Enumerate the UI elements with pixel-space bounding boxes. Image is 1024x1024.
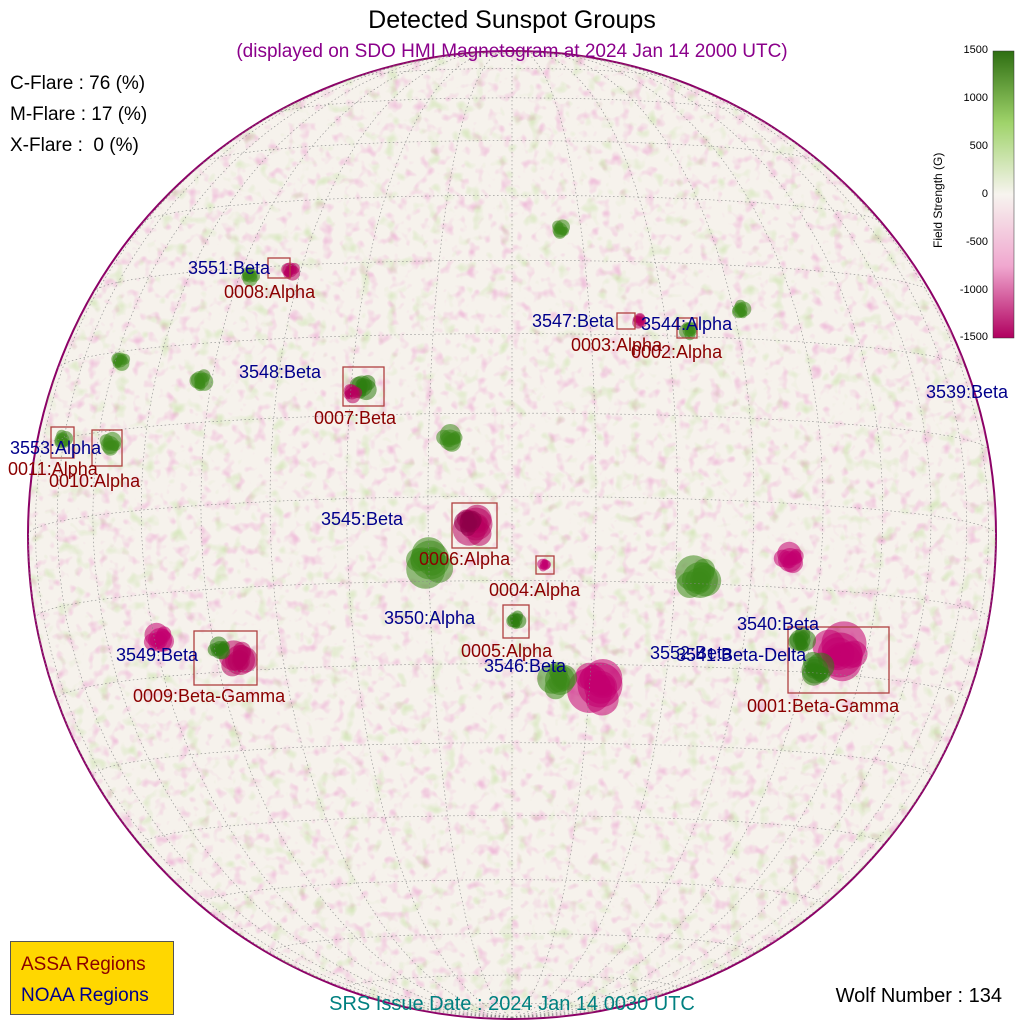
colorbar-tick: -1000: [959, 284, 988, 296]
region-boxes: [50, 257, 890, 694]
noaa-region-label: 3540:Beta: [737, 614, 820, 634]
srs-issue-date: SRS Issue Date : 2024 Jan 14 0030 UTC: [329, 993, 695, 1015]
active-region-blobs: [54, 219, 868, 716]
noaa-region-label: 3551:Beta: [188, 258, 271, 278]
assa-region-label: 0004:Alpha: [489, 580, 581, 600]
assa-region-label: 0006:Alpha: [419, 549, 511, 569]
page-title: Detected Sunspot Groups: [368, 6, 656, 34]
colorbar-tick: 1000: [963, 92, 988, 104]
noaa-region-label: 3553:Alpha: [10, 438, 102, 458]
assa-region-label: 0008:Alpha: [224, 282, 316, 302]
noaa-region-label: 3552:Beta: [650, 643, 733, 663]
noaa-region-label: 3541:Beta-Delta: [676, 645, 807, 665]
legend-noaa: NOAA Regions: [21, 985, 149, 1006]
assa-region-label: 0009:Beta-Gamma: [133, 686, 286, 706]
colorbar-tick: -1500: [959, 331, 988, 343]
m-flare-probability: M-Flare : 17 (%): [10, 104, 148, 125]
noaa-region-label: 3544:Alpha: [641, 314, 733, 334]
c-flare-probability: C-Flare : 76 (%): [10, 73, 146, 94]
noaa-region-label: 3545:Beta: [321, 509, 404, 529]
assa-region-label: 0011:Alpha: [8, 459, 98, 479]
x-flare-probability: X-Flare : 0 (%): [10, 135, 139, 156]
noaa-region-label: 3548:Beta: [239, 362, 322, 382]
noaa-region-label: 3539:Beta: [926, 382, 1009, 402]
assa-region-label: 0001:Beta-Gamma: [747, 696, 900, 716]
assa-region-label: 0010:Alpha: [49, 471, 141, 491]
assa-region-label: 0007:Beta: [314, 408, 397, 428]
colorbar-tick: 1500: [963, 44, 988, 56]
colorbar: [992, 50, 1015, 339]
magnetic-field-texture: [28, 51, 996, 1019]
page-subtitle: (displayed on SDO HMI Magnetogram at 202…: [236, 41, 788, 62]
legend-assa: ASSA Regions: [21, 954, 146, 975]
assa-region-label: 0002:Alpha: [631, 342, 723, 362]
region-legend: ASSA Regions NOAA Regions: [10, 941, 174, 1015]
colorbar-tick: 500: [969, 140, 988, 152]
noaa-region-label: 3547:Beta: [532, 311, 615, 331]
assa-region-label: 0003:Alpha: [571, 335, 663, 355]
heliographic-grid: [28, 51, 996, 1018]
noaa-region-label: 3546:Beta: [484, 656, 567, 676]
wolf-number: Wolf Number : 134: [835, 985, 1002, 1007]
colorbar-title: Field Strength (G): [931, 152, 945, 248]
assa-region-label: 0005:Alpha: [461, 641, 553, 661]
noaa-region-label: 3550:Alpha: [384, 608, 476, 628]
noaa-region-label: 3549:Beta: [116, 645, 199, 665]
colorbar-tick: -500: [965, 236, 988, 248]
colorbar-tick: 0: [981, 188, 988, 200]
